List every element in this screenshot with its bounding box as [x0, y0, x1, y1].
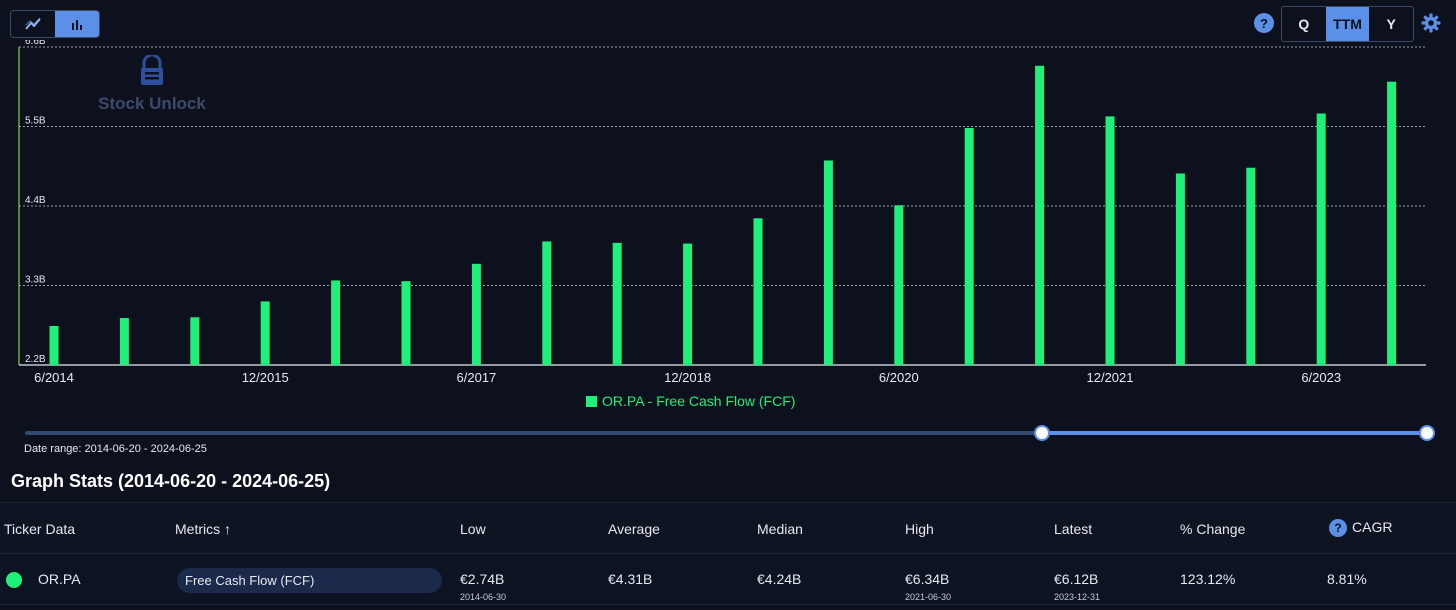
- fcf-bar: [894, 205, 904, 365]
- range-end-handle[interactable]: [1419, 425, 1435, 441]
- cagr-help-icon[interactable]: ?: [1329, 519, 1347, 538]
- header-high: High: [905, 521, 934, 537]
- fcf-bar: [190, 317, 200, 365]
- y-tick-label: 3.3B: [25, 275, 46, 286]
- stats-table-header: Ticker Data Metrics ↑ Low Average Median…: [0, 502, 1456, 554]
- row-latest-value: €6.12B: [1054, 571, 1099, 587]
- period-selector: Q TTM Y: [1281, 6, 1414, 42]
- y-tick-label: 2.2B: [25, 354, 46, 365]
- table-row: OR.PA Free Cash Flow (FCF) €2.74B 2014-0…: [0, 555, 1456, 605]
- header-metrics[interactable]: Metrics ↑: [175, 521, 231, 537]
- metric-pill[interactable]: Free Cash Flow (FCF): [177, 568, 442, 593]
- fcf-bar: [683, 243, 693, 365]
- legend-label: OR.PA - Free Cash Flow (FCF): [602, 393, 796, 409]
- x-tick-label: 6/2017: [457, 370, 497, 385]
- period-y-button[interactable]: Y: [1386, 16, 1396, 32]
- y-tick-label: 6.6B: [25, 40, 46, 47]
- bar-chart-icon: [72, 20, 82, 30]
- row-high: €6.34B 2021-06-30: [905, 571, 951, 602]
- x-tick-label: 12/2021: [1087, 370, 1134, 385]
- fcf-bar: [260, 301, 270, 365]
- period-q-button[interactable]: Q: [1298, 16, 1310, 32]
- header-ticker-data: Ticker Data: [4, 521, 76, 537]
- fcf-bar: [119, 318, 129, 365]
- header-change: % Change: [1180, 521, 1246, 537]
- help-icon[interactable]: ?: [1254, 13, 1274, 33]
- watermark-text: Stock Unlock: [98, 94, 206, 113]
- graph-stats-title: Graph Stats (2014-06-20 - 2024-06-25): [11, 471, 331, 491]
- line-chart-icon: [25, 17, 41, 30]
- line-chart-button[interactable]: [11, 11, 55, 37]
- row-low: €2.74B 2014-06-30: [460, 571, 506, 602]
- row-ticker[interactable]: OR.PA: [38, 571, 81, 587]
- row-average: €4.31B: [608, 571, 653, 587]
- fcf-bar: [753, 218, 763, 365]
- header-low: Low: [460, 521, 486, 537]
- header-latest: Latest: [1054, 521, 1093, 537]
- fcf-bar: [331, 280, 341, 365]
- row-median: €4.24B: [757, 571, 802, 587]
- header-cagr: ? CAGR: [1329, 519, 1393, 538]
- row-latest: €6.12B 2023-12-31: [1054, 571, 1100, 602]
- fcf-bar: [49, 325, 59, 365]
- fcf-bar: [1105, 116, 1115, 365]
- row-high-date: 2021-06-30: [905, 592, 952, 602]
- series-color-dot: [6, 572, 22, 588]
- y-tick-label: 5.5B: [25, 116, 46, 127]
- gear-icon[interactable]: [1421, 13, 1441, 33]
- fcf-bar: [612, 242, 622, 365]
- header-average: Average: [608, 521, 660, 537]
- range-start-handle[interactable]: [1034, 425, 1050, 441]
- lock-logo-icon: [141, 53, 163, 85]
- row-high-value: €6.34B: [905, 571, 950, 587]
- header-median: Median: [757, 521, 803, 537]
- date-range-track[interactable]: [25, 431, 1427, 435]
- date-range-selection[interactable]: [1042, 431, 1427, 435]
- fcf-bar: [823, 160, 833, 365]
- fcf-bar: [401, 281, 411, 365]
- fcf-bar: [1175, 173, 1185, 365]
- legend-swatch: [586, 395, 597, 407]
- fcf-bar: [542, 241, 552, 365]
- fcf-bar: [1035, 65, 1045, 366]
- fcf-bar: [471, 263, 481, 365]
- date-range-label: Date range: 2014-06-20 - 2024-06-25: [24, 443, 207, 455]
- x-tick-label: 6/2014: [34, 370, 74, 385]
- period-ttm-button[interactable]: TTM: [1325, 7, 1370, 41]
- fcf-bar-chart: 6.6B 5.5B 4.4B 3.3B 2.2B 6/2014 12/2015 6/2017 1…: [18, 40, 1426, 385]
- bar-chart-button[interactable]: [55, 11, 99, 37]
- row-latest-date: 2023-12-31: [1054, 592, 1101, 602]
- stock-unlock-watermark: Stock Unlock: [97, 53, 207, 114]
- x-tick-label: 12/2018: [664, 370, 711, 385]
- x-tick-label: 12/2015: [242, 370, 289, 385]
- header-cagr-label: CAGR: [1352, 519, 1393, 535]
- row-low-value: €2.74B: [460, 571, 505, 587]
- row-low-date: 2014-06-30: [460, 592, 507, 602]
- chart-view-toggle: [10, 10, 100, 38]
- row-cagr: 8.81%: [1327, 571, 1367, 587]
- x-tick-label: 6/2020: [879, 370, 919, 385]
- y-tick-label: 4.4B: [25, 195, 46, 206]
- fcf-bar: [1387, 81, 1397, 365]
- row-change: 123.12%: [1180, 571, 1236, 587]
- x-tick-label: 6/2023: [1301, 370, 1341, 385]
- chart-legend[interactable]: OR.PA - Free Cash Flow (FCF): [586, 393, 795, 409]
- fcf-bar: [964, 127, 974, 365]
- fcf-bar: [1246, 167, 1256, 365]
- fcf-bar: [1316, 113, 1326, 365]
